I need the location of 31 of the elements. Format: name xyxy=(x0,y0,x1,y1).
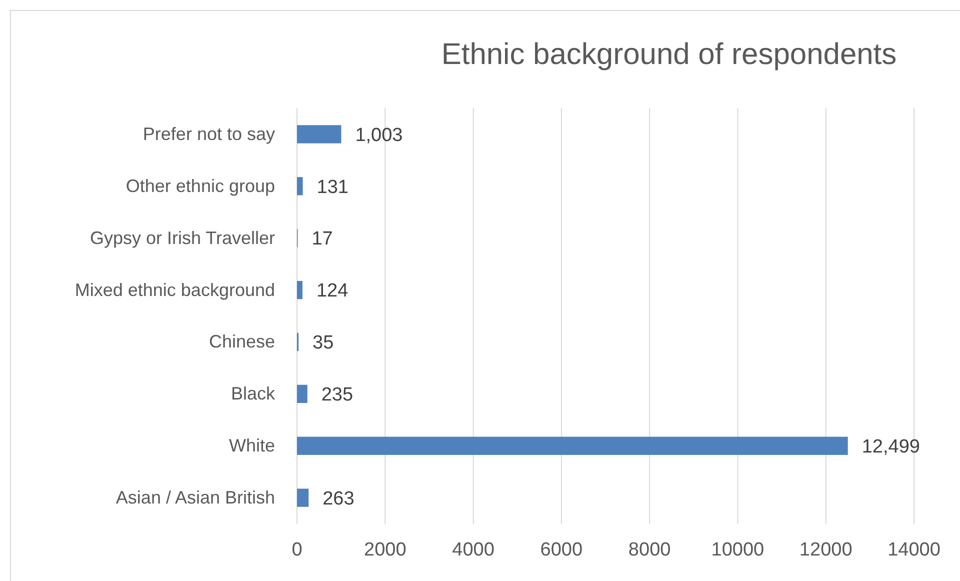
bar xyxy=(297,280,302,300)
x-tick-label: 4000 xyxy=(452,539,494,560)
x-tick-label: 12000 xyxy=(799,539,852,560)
data-label: 131 xyxy=(316,176,348,198)
y-tick-label: Mixed ethnic background xyxy=(74,280,275,300)
bar xyxy=(297,125,342,144)
x-tick-label: 2000 xyxy=(364,539,406,560)
x-tick-label: 6000 xyxy=(540,539,583,560)
data-label: 1,003 xyxy=(355,124,403,146)
x-tick-label: 0 xyxy=(292,539,302,560)
data-label: 35 xyxy=(312,332,334,354)
data-label: 17 xyxy=(312,228,333,250)
bar xyxy=(297,436,848,455)
y-tick-label: White xyxy=(228,436,275,456)
x-tick-label: 8000 xyxy=(628,539,671,560)
x-tick-label: 10000 xyxy=(711,539,764,560)
data-label: 12,499 xyxy=(862,436,920,458)
y-tick-label: Chinese xyxy=(208,332,275,352)
y-tick-label: Other ethnic group xyxy=(126,176,275,196)
data-label: 263 xyxy=(322,488,354,510)
bar xyxy=(297,177,303,196)
data-label: 235 xyxy=(321,384,354,406)
bar xyxy=(297,384,308,403)
data-label: 124 xyxy=(316,280,349,302)
y-tick-label: Gypsy or Irish Traveller xyxy=(90,228,276,248)
y-tick-label: Asian / Asian British xyxy=(116,488,275,508)
chart-title: Ethnic background of respondents xyxy=(441,38,897,71)
bar xyxy=(297,488,309,507)
y-tick-label: Black xyxy=(230,384,276,404)
x-tick-label: 14000 xyxy=(888,539,940,560)
y-tick-label: Prefer not to say xyxy=(142,124,275,144)
